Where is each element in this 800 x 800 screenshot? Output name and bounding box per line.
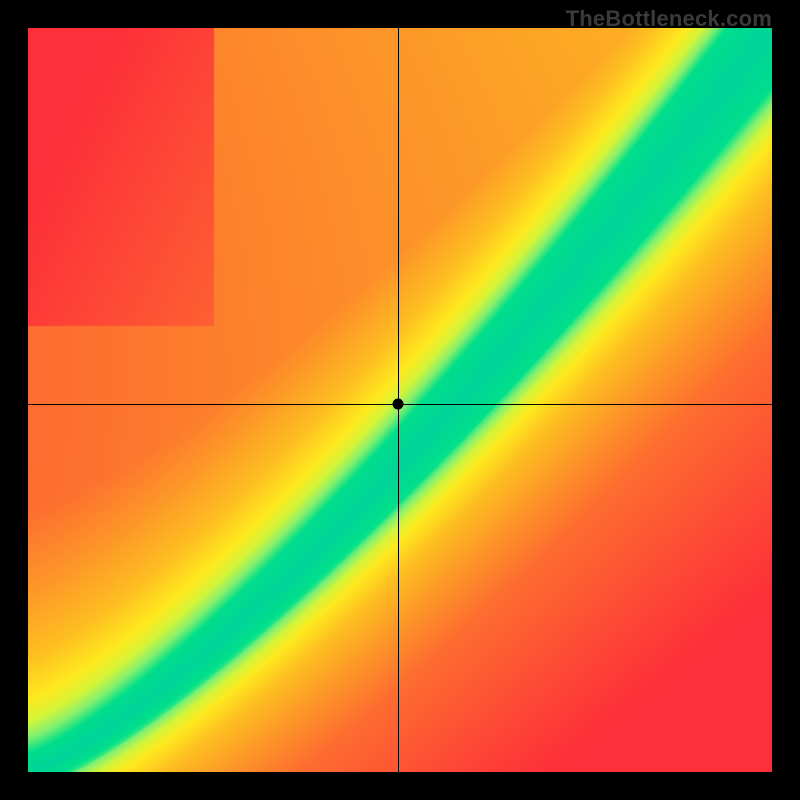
heatmap-plot	[28, 28, 772, 772]
watermark-text: TheBottleneck.com	[566, 6, 772, 32]
crosshair-marker	[393, 398, 404, 409]
